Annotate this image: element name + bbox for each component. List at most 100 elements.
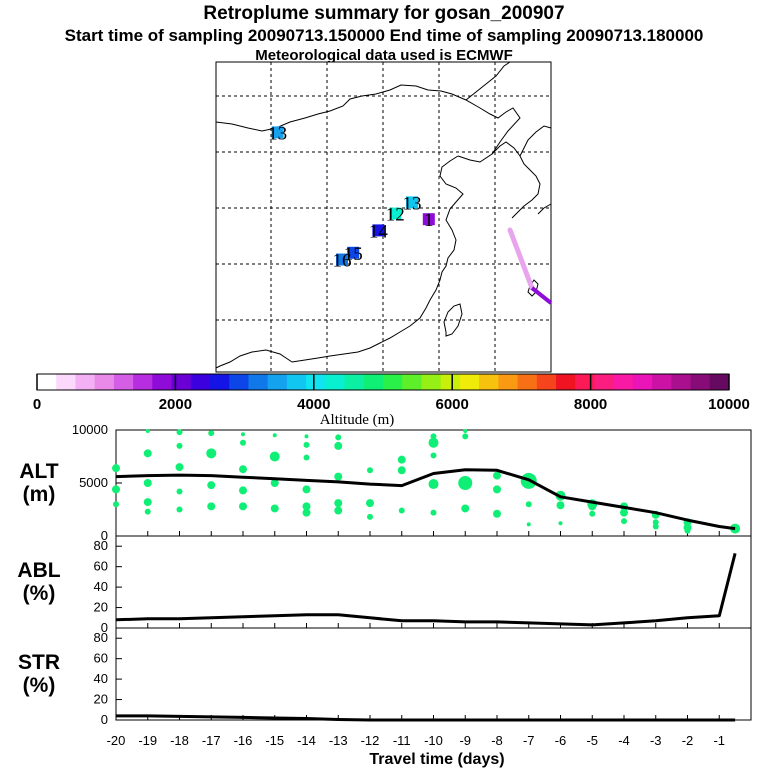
x-tick-label: -3 — [650, 733, 662, 748]
plume-point — [334, 499, 343, 508]
abl-ytick-label: 60 — [94, 559, 108, 574]
colorbar-swatch — [37, 374, 57, 390]
time-series-panels: 1000050000ALT(m)020406080ABL(%)020406080… — [17, 422, 752, 748]
alt-ytick-label: 10000 — [72, 422, 108, 437]
abl-ytick-label: 40 — [94, 579, 108, 594]
plume-point — [493, 509, 501, 518]
plume-point — [493, 471, 501, 480]
colorbar-swatch — [671, 374, 691, 390]
str-ytick-label: 20 — [94, 692, 108, 707]
met-data-source: Meteorological data used is ECMWF — [255, 47, 513, 64]
x-tick-label: -2 — [682, 733, 694, 748]
map-coastlines — [215, 61, 552, 369]
plume-point — [589, 510, 596, 517]
plume-point — [112, 464, 120, 473]
plume-point — [303, 454, 310, 461]
plume-point — [302, 485, 311, 494]
map-day-label: 16 — [333, 251, 352, 272]
colorbar-swatch — [402, 374, 422, 390]
map-marker — [406, 196, 418, 209]
colorbar-swatch — [421, 374, 442, 390]
map-marker — [347, 246, 360, 259]
colorbar-swatch — [575, 374, 595, 390]
colorbar-swatch — [440, 374, 461, 390]
str-ytick-label: 80 — [94, 630, 108, 645]
plume-point — [176, 488, 183, 495]
map-day-label: 13 — [268, 123, 287, 144]
plume-point — [684, 527, 691, 534]
colorbar-swatch — [594, 374, 615, 390]
sampling-times: Start time of sampling 20090713.150000 E… — [64, 26, 704, 45]
plume-point — [304, 434, 309, 439]
colorbar-swatch — [383, 374, 403, 390]
plume-point — [463, 429, 468, 434]
alt-title-name: ALT — [19, 460, 58, 483]
plume-point — [145, 429, 150, 434]
alt-series-line — [115, 468, 736, 531]
x-tick-label: -15 — [265, 733, 284, 748]
plume-point — [588, 502, 597, 511]
abl-ytick-label: 80 — [94, 538, 108, 553]
x-tick-label: -16 — [234, 733, 253, 748]
colorbar-swatch — [536, 374, 557, 390]
altitude-colorbar: 0 2000 4000 6000 8000 10000 — [33, 373, 750, 413]
colorbar-swatch — [152, 374, 172, 390]
colorbar-swatch — [517, 374, 538, 390]
colorbar-tick-label: 10000 — [708, 396, 750, 413]
colorbar-swatch — [344, 374, 365, 390]
x-tick-label: -17 — [202, 733, 221, 748]
colorbar-swatch — [556, 374, 576, 390]
plume-point — [430, 452, 437, 459]
x-tick-label: -12 — [361, 733, 380, 748]
abl-title-unit: (%) — [23, 582, 56, 605]
x-tick-label: -7 — [523, 733, 535, 748]
colorbar-swatch — [133, 374, 153, 390]
colorbar-label: Altitude (m) — [320, 412, 395, 428]
plume-point — [493, 485, 501, 494]
map-day-label: 13 — [403, 193, 422, 214]
plume-point — [652, 523, 659, 530]
plume-point — [302, 508, 311, 517]
plume-point — [458, 476, 473, 490]
plume-track-recent — [530, 286, 553, 305]
str-title-name: STR — [18, 651, 60, 674]
map-marker — [422, 213, 435, 226]
plume-point — [143, 479, 152, 487]
x-tick-label: -6 — [555, 733, 567, 748]
colorbar-swatch — [56, 374, 76, 390]
colorbar-swatch — [113, 374, 134, 390]
plume-point — [367, 467, 373, 474]
plume-point — [270, 504, 279, 513]
map-marker — [389, 207, 402, 220]
plume-point — [208, 430, 215, 437]
x-tick-label: -19 — [138, 733, 157, 748]
x-axis-title: Travel time (days) — [369, 751, 504, 768]
plume-point — [176, 429, 183, 436]
plume-point — [334, 472, 343, 481]
colorbar-tick-label: 0 — [33, 396, 41, 413]
plume-point — [461, 504, 470, 513]
colorbar-swatch — [248, 374, 269, 390]
x-tick-label: -1 — [713, 733, 725, 748]
plume-point — [428, 437, 439, 448]
colorbar-swatch — [306, 374, 326, 390]
plume-point — [397, 466, 406, 475]
colorbar-tick-label: 6000 — [436, 396, 469, 413]
colorbar-swatch — [210, 374, 230, 390]
plume-point — [462, 433, 469, 440]
map-marker — [271, 126, 284, 139]
map-day-label: 15 — [344, 244, 363, 265]
colorbar-swatch — [613, 374, 634, 390]
plume-point — [175, 463, 184, 472]
str-ytick-label: 60 — [94, 651, 108, 666]
colorbar-swatch — [325, 374, 345, 390]
colorbar-swatch — [286, 374, 307, 390]
str-panel: 0 20 40 60 80 STR(%) — [18, 627, 752, 727]
plume-point — [144, 508, 151, 515]
str-title-unit: (%) — [23, 674, 56, 697]
plume-point — [239, 486, 247, 495]
colorbar-tick-label: 8000 — [574, 396, 607, 413]
colorbar-swatch — [632, 374, 653, 390]
x-tick-label: -5 — [586, 733, 598, 748]
